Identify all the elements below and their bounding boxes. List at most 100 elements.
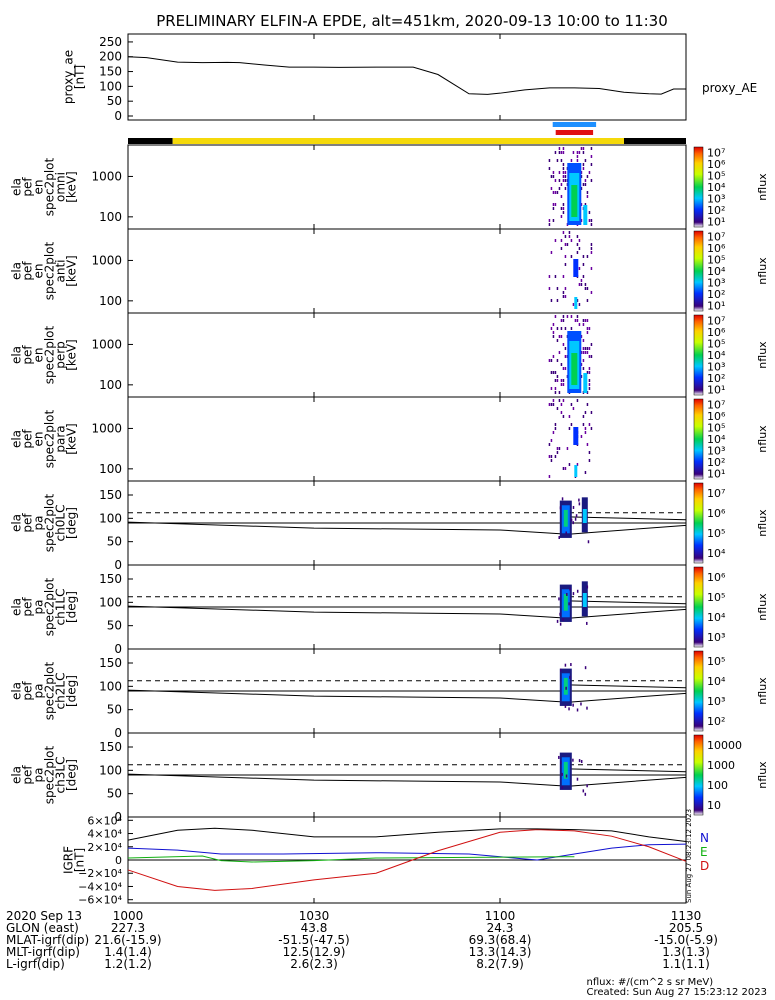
- panel-ylabel-ch0: spec2plot: [43, 493, 57, 552]
- spectrogram-pixel: [548, 275, 551, 278]
- colorbar-label-ch2: 10⁴: [707, 675, 726, 688]
- pa-blob-right: [582, 593, 587, 607]
- pa-scatter: [584, 666, 587, 670]
- colorbar-label-para: 10⁶: [707, 410, 726, 423]
- spectrogram-pixel: [590, 267, 593, 270]
- spectrogram-pixel: [548, 475, 551, 478]
- igrf-stamp: Sun Aug 27 08:23:12 2023: [685, 809, 693, 903]
- spectrogram-pixel: [584, 431, 587, 434]
- pa-scatter: [576, 589, 579, 593]
- spectrogram-pixel: [580, 375, 583, 378]
- pa-scatter: [572, 758, 574, 762]
- spectrogram-pixel: [578, 247, 581, 250]
- spectrogram-pixel: [588, 355, 591, 358]
- orbit-row-label: MLT-igrf(dip): [6, 945, 80, 959]
- spectrogram-pixel: [572, 151, 575, 154]
- pa-scatter: [572, 703, 574, 707]
- spectrogram-pixel: [548, 403, 551, 406]
- pa-scatter: [568, 707, 570, 711]
- spectrogram-pixel: [562, 383, 565, 386]
- orbit-value: 227.3: [111, 921, 145, 935]
- spectrogram-pixel: [576, 151, 579, 154]
- spectrogram-pixel: [548, 287, 551, 290]
- colorbar-label-omni: 10⁵: [707, 170, 725, 183]
- spectrogram-pixel: [552, 175, 555, 178]
- spectrogram-pixel: [588, 347, 591, 350]
- spectrogram-core: [573, 259, 579, 277]
- spectrogram-pixel: [588, 379, 591, 382]
- panel-ylabel-perp: pef: [21, 345, 35, 365]
- pa-ytick-label: 0: [114, 642, 122, 656]
- spectrogram-pixel: [548, 167, 551, 170]
- pa-blob-core: [563, 677, 568, 695]
- colorbar-label-para: 10¹: [707, 467, 725, 480]
- panel-ylabel-ch1: spec2plot: [43, 577, 57, 636]
- pa-scatter: [558, 597, 560, 601]
- spectrogram-pixel: [568, 415, 571, 418]
- spectrogram-pixel: [584, 471, 587, 474]
- spectrogram-pixel: [554, 379, 557, 382]
- panel-ylabel-ch0: ch0LC: [54, 505, 68, 542]
- spectrogram-pixel: [578, 151, 581, 154]
- colorbar-label-perp: 10⁵: [707, 338, 725, 351]
- spectrogram-pixel: [550, 403, 553, 406]
- igrf-legend-E: E: [700, 845, 708, 859]
- spectrogram-pixel: [556, 299, 559, 302]
- spectrogram-pixel: [580, 351, 583, 354]
- igrf-ytick-label: 6×10⁴: [87, 814, 122, 827]
- pa-scatter: [569, 675, 571, 679]
- colorbar-label-perp: 10²: [707, 372, 725, 385]
- phase-bar-segment: [128, 138, 173, 144]
- pa-scatter: [580, 702, 582, 706]
- spectrogram-pixel: [576, 299, 579, 302]
- spectrogram-pixel: [562, 163, 565, 166]
- spectrogram-pixel: [570, 255, 573, 258]
- spectrogram-pixel: [582, 423, 585, 426]
- pa-blob-core: [563, 593, 568, 611]
- spectrogram-core: [574, 465, 578, 477]
- spectrogram-pixel: [560, 151, 563, 154]
- spectrogram-pixel: [560, 327, 563, 330]
- orbit-value: 1.4(1.4): [104, 945, 152, 959]
- spectrogram-pixel: [590, 343, 593, 346]
- spectrogram-pixel: [584, 411, 587, 414]
- spectrogram-pixel: [564, 347, 567, 350]
- spectrogram-pixel: [562, 175, 565, 178]
- pa-scatter: [578, 498, 580, 502]
- spectrogram-pixel: [582, 359, 585, 362]
- spectrogram-pixel: [552, 207, 555, 210]
- spectrogram-pixel: [578, 283, 581, 286]
- colorbar-label-omni: 10²: [707, 204, 725, 217]
- ae-ytick-label: 150: [99, 65, 122, 79]
- spectrogram-pixel: [564, 179, 567, 182]
- panel-ylabel-ch0: pef: [21, 513, 35, 533]
- pa-scatter: [582, 789, 585, 793]
- pa-scatter: [576, 708, 579, 712]
- pa-scatter: [576, 777, 579, 781]
- spectrogram-pixel: [548, 219, 551, 222]
- panel-frame-para: [127, 396, 687, 482]
- spectrogram-pixel: [566, 243, 569, 246]
- spectrogram-pixel: [588, 211, 591, 214]
- colorbar-unit-ch2: nflux: [756, 677, 769, 705]
- colorbar-label-omni: 10¹: [707, 215, 725, 228]
- panel-ylabel-omni: omni: [54, 172, 68, 202]
- colorbar-ch2: [693, 650, 704, 732]
- panel-frame-ae: [127, 33, 687, 121]
- spectrogram-pixel: [588, 387, 591, 390]
- spectrogram-pixel: [550, 455, 553, 458]
- spectrogram-pixel: [590, 291, 593, 294]
- spectrogram-pixel: [586, 195, 589, 198]
- pa-ytick-label: 100: [99, 679, 122, 693]
- ae-ytick-label: 0: [114, 109, 122, 123]
- spectrogram-pixel: [556, 287, 559, 290]
- pa-scatter: [565, 686, 567, 690]
- proxy-ae-legend: proxy_AE: [702, 81, 757, 95]
- panel-ylabel-para: ela: [10, 430, 24, 448]
- loss-cone-lower: [127, 605, 687, 619]
- spectrogram-pixel: [562, 415, 565, 418]
- igrf-series-E: [127, 855, 575, 863]
- orbit-value: -51.5(-47.5): [278, 933, 349, 947]
- spectrogram-pixel: [580, 283, 583, 286]
- spectrogram-core: [583, 373, 588, 393]
